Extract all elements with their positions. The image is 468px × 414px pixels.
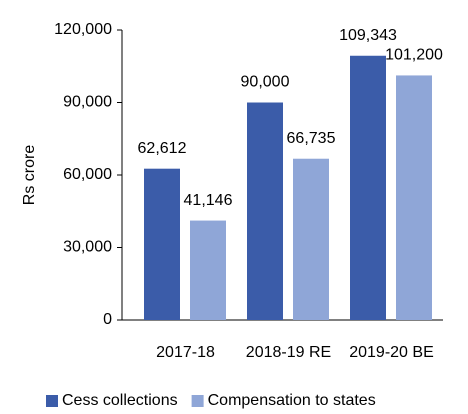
legend-label: Cess collections <box>62 392 178 409</box>
bar <box>190 220 226 320</box>
x-tick-label: 2018-19 RE <box>246 344 331 361</box>
bar <box>144 168 180 320</box>
y-tick-label: 30,000 <box>63 239 112 256</box>
y-axis-label: Rs crore <box>21 145 38 206</box>
bar <box>350 55 386 320</box>
bar <box>247 102 283 320</box>
bar <box>396 75 432 320</box>
value-label: 41,146 <box>184 192 233 209</box>
legend-swatch <box>191 395 204 407</box>
bar <box>293 158 329 320</box>
value-label: 66,735 <box>287 130 336 147</box>
value-label: 90,000 <box>241 74 290 91</box>
value-label: 62,612 <box>138 140 187 157</box>
legend-swatch <box>46 395 58 407</box>
y-tick-label: 0 <box>103 311 112 328</box>
value-label: 101,200 <box>385 47 443 64</box>
y-tick-label: 60,000 <box>63 166 112 183</box>
y-tick-label: 120,000 <box>54 21 112 38</box>
x-tick-label: 2017-18 <box>156 344 215 361</box>
y-tick-label: 90,000 <box>63 94 112 111</box>
x-tick-label: 2019-20 BE <box>349 344 434 361</box>
legend-label: Compensation to states <box>208 392 376 409</box>
value-label: 109,343 <box>339 27 397 44</box>
